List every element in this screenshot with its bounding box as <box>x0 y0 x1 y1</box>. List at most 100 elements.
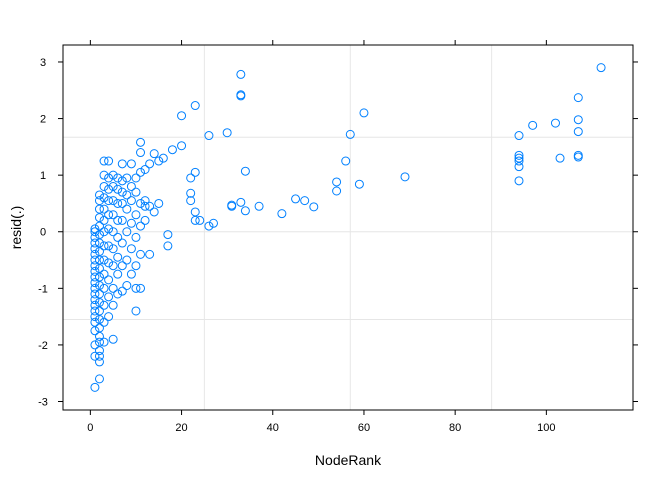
data-point <box>108 170 118 180</box>
data-point <box>104 210 114 220</box>
data-point <box>90 272 100 282</box>
data-point <box>131 173 141 183</box>
data-point <box>555 153 565 163</box>
data-point <box>177 111 187 121</box>
data-point <box>154 156 164 166</box>
data-point <box>113 289 123 299</box>
data-point <box>90 227 100 237</box>
data-point <box>131 232 141 242</box>
data-points <box>90 63 606 392</box>
data-point <box>126 159 136 169</box>
data-point <box>140 196 150 206</box>
data-point <box>99 170 109 180</box>
data-point <box>573 93 583 103</box>
y-axis-label: resid(.) <box>8 206 24 250</box>
data-point <box>227 200 237 210</box>
data-point <box>122 204 132 214</box>
data-point <box>136 137 146 147</box>
data-point <box>113 269 123 279</box>
data-point <box>149 207 159 217</box>
data-point <box>131 283 141 293</box>
data-point <box>136 283 146 293</box>
data-point <box>186 196 196 206</box>
data-point <box>332 186 342 196</box>
data-point <box>573 127 583 137</box>
data-point <box>94 247 104 257</box>
data-point <box>240 206 250 216</box>
data-point <box>94 204 104 214</box>
data-point <box>108 227 118 237</box>
data-point <box>300 196 310 206</box>
data-point <box>140 215 150 225</box>
data-point <box>94 264 104 274</box>
x-axis-label: NodeRank <box>315 452 382 468</box>
x-tick-label: 60 <box>358 422 370 434</box>
data-point <box>345 129 355 139</box>
y-tick-label: -2 <box>38 340 48 352</box>
data-point <box>90 244 100 254</box>
axis-ticks: 0 20 40 60 80 100 -3 -2 -1 0 1 2 3 <box>38 40 638 434</box>
data-point <box>136 148 146 158</box>
data-point <box>236 69 246 79</box>
data-point <box>94 323 104 333</box>
data-point <box>126 196 136 206</box>
data-point <box>108 261 118 271</box>
data-point <box>126 218 136 228</box>
data-point <box>550 118 560 128</box>
data-point <box>122 227 132 237</box>
data-point <box>90 351 100 361</box>
data-point <box>108 244 118 254</box>
y-tick-label: -1 <box>38 283 48 295</box>
data-point <box>90 249 100 259</box>
data-point <box>117 198 127 208</box>
data-point <box>90 289 100 299</box>
data-point <box>190 101 200 111</box>
data-point <box>113 252 123 262</box>
plot-frame <box>62 44 634 411</box>
y-tick-label: 2 <box>40 114 46 126</box>
x-tick-label: 80 <box>449 422 461 434</box>
data-point <box>140 164 150 174</box>
data-point <box>163 230 173 240</box>
y-tick-label: 3 <box>40 57 46 69</box>
data-point <box>94 351 104 361</box>
data-point <box>104 241 114 251</box>
data-point <box>94 190 104 200</box>
data-point <box>131 306 141 316</box>
data-point <box>94 289 104 299</box>
data-point <box>204 221 214 231</box>
data-point <box>154 198 164 208</box>
data-point <box>90 340 100 350</box>
data-point <box>236 197 246 207</box>
data-point <box>90 255 100 265</box>
x-tick-label: 0 <box>87 422 93 434</box>
data-point <box>596 63 606 73</box>
data-point <box>140 201 150 211</box>
data-point <box>167 145 177 155</box>
data-point <box>573 115 583 125</box>
data-point <box>99 255 109 265</box>
data-point <box>99 337 109 347</box>
data-point <box>186 173 196 183</box>
data-point <box>514 150 524 160</box>
data-point <box>90 300 100 310</box>
data-point <box>94 374 104 384</box>
y-tick-label: 0 <box>40 227 46 239</box>
data-point <box>131 187 141 197</box>
data-point <box>136 249 146 259</box>
data-point <box>94 346 104 356</box>
data-point <box>94 297 104 307</box>
data-point <box>99 300 109 310</box>
grid-lines <box>63 45 633 410</box>
data-point <box>113 215 123 225</box>
data-point <box>94 196 104 206</box>
data-point <box>131 210 141 220</box>
data-point <box>122 255 132 265</box>
data-point <box>90 261 100 271</box>
data-point <box>90 266 100 276</box>
data-point <box>236 91 246 101</box>
data-point <box>99 317 109 327</box>
data-point <box>104 258 114 268</box>
data-point <box>277 209 287 219</box>
